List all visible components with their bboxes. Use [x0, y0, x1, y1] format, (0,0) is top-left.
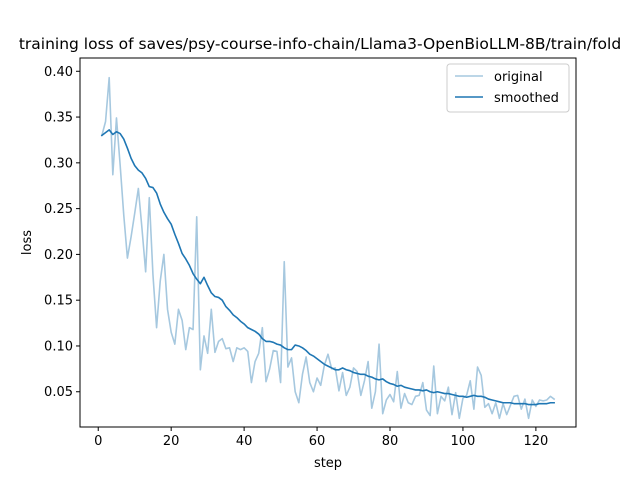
x-tick-label: 40 — [236, 434, 253, 449]
x-axis-ticks: 0 20 40 60 80 100 120 — [94, 427, 548, 449]
y-tick-label: 0.30 — [44, 156, 73, 171]
y-tick-label: 0.05 — [44, 385, 73, 400]
y-axis-ticks: 0.05 0.10 0.15 0.20 0.25 0.30 0.35 0.40 — [44, 65, 80, 400]
x-tick-label: 100 — [451, 434, 476, 449]
y-tick-label: 0.20 — [44, 248, 73, 263]
series-line-smoothed — [100, 129, 555, 406]
x-tick-label: 120 — [523, 434, 548, 449]
y-tick-label: 0.35 — [44, 111, 73, 126]
series-line-original — [100, 76, 556, 420]
series-layer — [100, 76, 556, 420]
legend-label-original: original — [494, 70, 543, 85]
x-tick-label: 0 — [94, 434, 102, 449]
y-tick-label: 0.10 — [44, 339, 73, 354]
x-tick-label: 60 — [309, 434, 326, 449]
legend-label-smoothed: smoothed — [494, 91, 559, 106]
chart-title: training loss of saves/psy-course-info-c… — [19, 35, 621, 53]
legend: original smoothed — [446, 63, 570, 113]
x-tick-label: 20 — [163, 434, 180, 449]
x-axis-label: step — [314, 456, 342, 471]
y-tick-label: 0.40 — [44, 65, 73, 80]
y-tick-label: 0.25 — [44, 202, 73, 217]
x-tick-label: 80 — [382, 434, 399, 449]
plot-area — [80, 58, 576, 427]
y-tick-label: 0.15 — [44, 294, 73, 309]
y-axis-label: loss — [20, 230, 35, 255]
plot-frame — [79, 57, 577, 428]
